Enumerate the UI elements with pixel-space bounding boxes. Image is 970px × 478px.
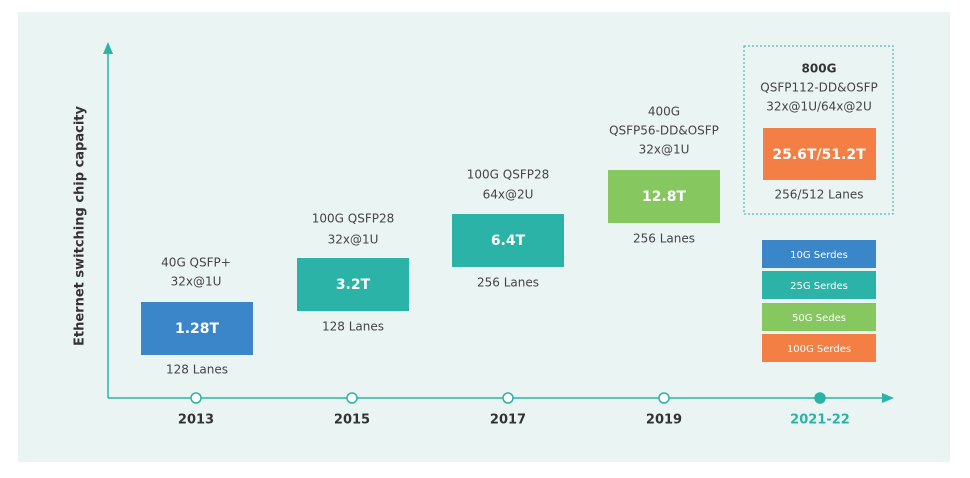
year: 2015 (334, 413, 370, 428)
y-arrow (103, 42, 113, 54)
lanes: 256 Lanes (477, 276, 539, 290)
legend-swatch (762, 240, 876, 268)
capacity-box (763, 128, 876, 180)
port-text: 32x@1U (639, 143, 690, 157)
legend-label: 25G Serdes (790, 281, 848, 292)
port-text: 32x@1U (171, 275, 222, 289)
year: 2013 (178, 413, 214, 428)
capacity: 25.6T/51.2T (772, 147, 866, 163)
port-text: 32x@1U (328, 233, 379, 247)
y-axis-label: Ethernet switching chip capacity (73, 105, 88, 345)
port-text: QSFP112-DD&OSFP (760, 81, 877, 95)
year: 2019 (646, 413, 682, 428)
port-text: 800G (802, 62, 837, 76)
lanes: 256/512 Lanes (775, 188, 864, 202)
year: 2021-22 (790, 413, 850, 428)
port-text: 40G QSFP+ (161, 256, 231, 270)
capacity-box (608, 170, 720, 223)
legend-label: 10G Serdes (790, 250, 848, 261)
future-frame (743, 45, 894, 215)
port-text: 400G (648, 105, 680, 119)
legend-label: 100G Serdes (787, 344, 851, 355)
legend-label: 50G Sedes (792, 313, 846, 324)
capacity: 3.2T (336, 277, 371, 293)
capacity: 6.4T (491, 233, 526, 249)
port-text: 64x@2U (483, 188, 534, 202)
capacity-box (452, 214, 564, 267)
port-text: 100G QSFP28 (467, 168, 550, 182)
port-text: 100G QSFP28 (312, 212, 395, 226)
lanes: 256 Lanes (633, 232, 695, 246)
x-arrow (882, 393, 894, 403)
lanes: 128 Lanes (322, 320, 384, 334)
port-text: QSFP56-DD&OSFP (609, 124, 719, 138)
port-text: 32x@1U/64x@2U (766, 100, 872, 114)
capacity: 1.28T (175, 321, 220, 337)
year: 2017 (490, 413, 526, 428)
legend-swatch (762, 271, 876, 299)
capacity-box (141, 302, 253, 355)
legend-swatch (762, 303, 876, 331)
axes (107, 50, 886, 399)
lanes: 128 Lanes (166, 363, 228, 377)
capacity: 12.8T (642, 189, 687, 205)
capacity-box (297, 258, 409, 311)
legend-swatch (762, 334, 876, 362)
timeline-dots (190, 392, 826, 404)
